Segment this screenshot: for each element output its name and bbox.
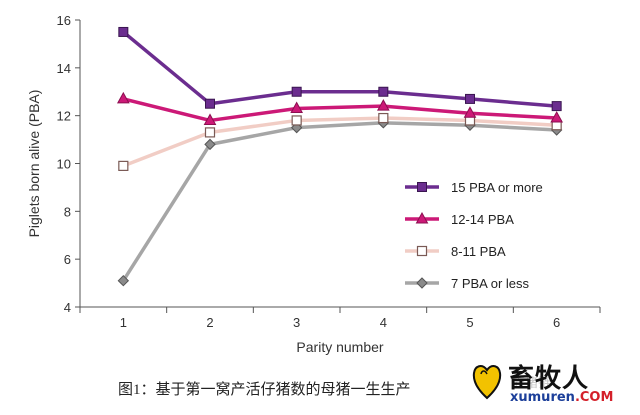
data-point: [378, 112, 389, 124]
data-point: [378, 86, 389, 97]
y-tick-label: 8: [64, 204, 71, 219]
x-tick-label: 6: [553, 315, 560, 330]
x-tick-label: 2: [206, 315, 213, 330]
legend-label: 12-14 PBA: [451, 212, 514, 227]
series-line: [122, 97, 557, 123]
logo-name: 畜牧人: [508, 364, 590, 394]
data-point: [204, 138, 216, 151]
data-point: [551, 101, 562, 112]
data-point: [291, 115, 302, 126]
data-point: [205, 98, 215, 109]
x-tick-label: 3: [293, 315, 300, 330]
data-point: [376, 99, 390, 111]
data-point: [290, 101, 304, 113]
series-line: [121, 121, 557, 282]
legend-marker: [416, 245, 428, 257]
y-tick-label: 12: [57, 109, 71, 124]
x-tick-label: 4: [380, 315, 387, 330]
heart-logo-icon: [472, 365, 502, 400]
site-logo: 畜牧人 xumuren.COM: [470, 356, 636, 408]
y-tick-label: 4: [64, 300, 71, 315]
logo-url-main: xumuren: [510, 390, 575, 405]
y-tick-label: 16: [57, 13, 71, 28]
data-point: [463, 106, 477, 118]
legend-label: 15 PBA or more: [451, 180, 543, 195]
legend-label: 8-11 PBA: [451, 244, 506, 259]
data-point: [204, 127, 216, 138]
legend-marker: [416, 277, 428, 289]
figure-caption: 图1：基于第一窝产活仔猪数的母猪一生生产: [118, 382, 411, 398]
legend-marker: [415, 211, 429, 224]
y-tick-label: 6: [64, 252, 71, 267]
data-point: [116, 91, 130, 104]
logo-url-suffix: .COM: [574, 390, 614, 405]
x-tick-label: 5: [466, 315, 473, 330]
data-point: [291, 86, 302, 97]
y-axis-title: Piglets born alive (PBA): [26, 90, 42, 238]
data-point: [118, 160, 129, 171]
y-tick-label: 14: [57, 61, 71, 76]
data-point: [465, 93, 475, 104]
series-line: [122, 30, 557, 108]
watermark-text: 养猪链: [512, 376, 552, 391]
legend-marker: [417, 182, 427, 192]
data-point: [117, 274, 130, 287]
legend-label: 7 PBA or less: [451, 276, 530, 291]
data-point: [550, 111, 564, 123]
x-axis-title: Parity number: [296, 339, 383, 355]
series-line: [122, 116, 557, 168]
logo-url: xumuren.COM: [510, 390, 613, 405]
data-point: [203, 113, 217, 125]
y-tick-label: 10: [57, 157, 71, 172]
x-tick-label: 1: [120, 315, 127, 330]
data-point: [118, 26, 129, 37]
